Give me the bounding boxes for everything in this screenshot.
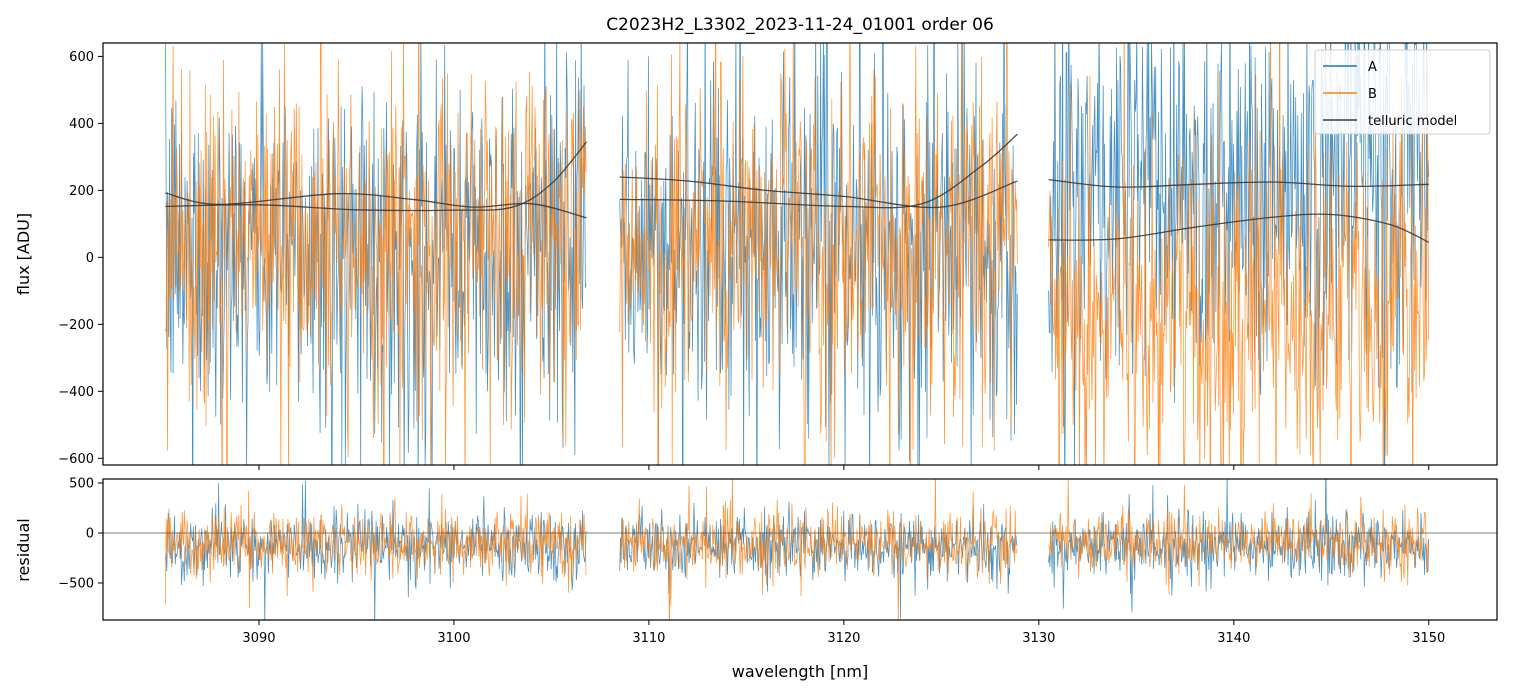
- flux-y-axis: 600 400 200 0 −200 −400 −600: [58, 50, 103, 467]
- wavelength-tick-label: 3130: [1022, 631, 1055, 646]
- flux-y-tick-label: 200: [69, 184, 94, 199]
- residual-series-b-segment-1: [165, 490, 587, 609]
- residual-y-label: residual: [14, 518, 33, 581]
- flux-series-b-segment-2: [619, 43, 1018, 465]
- residual-y-axis: 500 0 −500: [58, 477, 103, 592]
- wavelength-tick-label: 3150: [1412, 631, 1445, 646]
- residual-y-tick-label: 500: [69, 477, 94, 492]
- telluric-model-curve-2: [165, 141, 588, 212]
- flux-panel: 600 400 200 0 −200 −400 −600 flux [ADU]: [14, 42, 1498, 470]
- flux-series-a-segment-1: [165, 43, 587, 465]
- wavelength-tick-label: 3120: [827, 631, 860, 646]
- flux-y-tick-label: 0: [86, 251, 94, 266]
- residual-panel: 500 0 −500 3090 3100 3110 3120 3130 3140 3150 re…: [14, 477, 1498, 681]
- flux-x-ticks: [258, 465, 1430, 470]
- residual-series-b-segment-2: [619, 479, 1018, 620]
- flux-y-label: flux [ADU]: [14, 213, 33, 295]
- telluric-model-curve-5: [1048, 178, 1429, 188]
- flux-y-tick-label: 400: [69, 117, 94, 132]
- flux-series-b-segment-3: [1048, 43, 1430, 465]
- legend: A B telluric model: [1314, 49, 1491, 135]
- residual-y-tick-label: 0: [86, 527, 94, 542]
- flux-data: [165, 43, 1430, 465]
- wavelength-tick-label: 3140: [1217, 631, 1250, 646]
- flux-series-b-segment-1: [165, 43, 587, 465]
- legend-label-b: B: [1368, 87, 1377, 102]
- residual-panel-frame: [102, 478, 1498, 621]
- legend-label-telluric-model: telluric model: [1368, 114, 1457, 129]
- wavelength-tick-label: 3110: [632, 631, 665, 646]
- telluric-model-curve-3: [619, 176, 1018, 209]
- residual-data: [165, 479, 1430, 620]
- flux-y-tick-label: 600: [69, 50, 94, 65]
- flux-panel-frame: [102, 42, 1498, 466]
- telluric-model-curve-6: [1048, 213, 1430, 243]
- wavelength-x-axis: 3090 3100 3110 3120 3130 3140 3150: [242, 620, 1445, 646]
- legend-box: [1314, 49, 1491, 135]
- telluric-model-curve-4: [619, 133, 1018, 209]
- residual-y-tick-label: −500: [58, 577, 94, 592]
- flux-y-tick-label: −400: [58, 385, 94, 400]
- telluric-model-curves: [165, 133, 1430, 243]
- chart-title: C2023H2_L3302_2023-11-24_01001 order 06: [606, 15, 994, 35]
- flux-y-tick-label: −600: [58, 452, 94, 467]
- wavelength-x-label: wavelength [nm]: [732, 662, 869, 681]
- residual-series-b-segment-3: [1048, 479, 1430, 595]
- wavelength-tick-label: 3090: [242, 631, 275, 646]
- legend-label-a: A: [1368, 60, 1377, 75]
- wavelength-tick-label: 3100: [437, 631, 470, 646]
- flux-y-tick-label: −200: [58, 318, 94, 333]
